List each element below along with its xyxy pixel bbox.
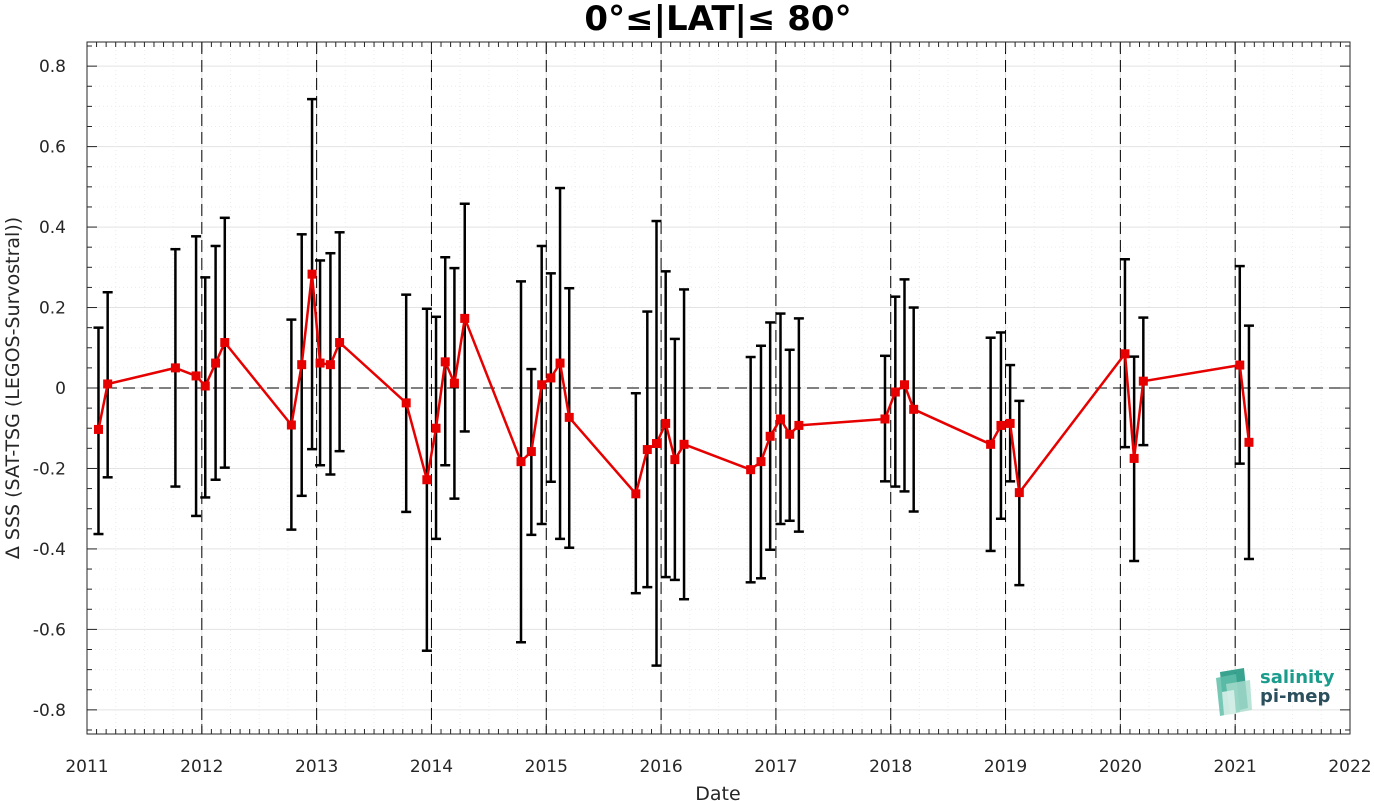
data-point <box>401 398 411 408</box>
data-point <box>211 358 221 368</box>
data-point <box>431 423 441 433</box>
data-point <box>909 404 919 414</box>
y-tick-label: -0.6 <box>33 620 66 640</box>
data-point <box>900 380 910 390</box>
x-tick-label: 2022 <box>1328 757 1371 777</box>
data-point <box>555 358 565 368</box>
data-point <box>526 447 536 457</box>
data-point <box>297 360 307 370</box>
data-point <box>315 358 325 368</box>
data-point <box>546 373 556 383</box>
data-point <box>1005 418 1015 428</box>
data-point <box>103 379 113 389</box>
x-tick-label: 2015 <box>525 757 568 777</box>
data-point <box>1138 376 1148 386</box>
logo-line-1: salinity <box>1260 667 1335 688</box>
y-axis-label: Δ SSS (SAT-TSG (LEGOS-Survostral)) <box>2 217 24 559</box>
data-point <box>200 381 210 391</box>
data-point <box>1014 488 1024 498</box>
data-point <box>516 457 526 467</box>
y-tick-label: 0.6 <box>39 138 66 158</box>
x-tick-label: 2012 <box>180 757 223 777</box>
data-point <box>880 414 890 424</box>
data-point <box>986 439 996 449</box>
data-point <box>564 412 574 422</box>
series-line <box>97 272 1251 496</box>
data-point <box>460 313 470 323</box>
data-point <box>651 439 661 449</box>
salinity-pi-mep-logo: salinity pi-mep <box>1214 668 1344 718</box>
x-axis-label: Date <box>695 783 740 801</box>
x-tick-label: 2011 <box>65 757 108 777</box>
y-tick-label: -0.4 <box>33 540 66 560</box>
error-bars <box>93 97 1254 667</box>
data-point <box>220 338 230 348</box>
data-point <box>890 387 900 397</box>
data-point <box>756 457 766 467</box>
data-point <box>765 431 775 441</box>
data-point <box>422 475 432 485</box>
data-point <box>661 418 671 428</box>
data-point <box>1235 360 1245 370</box>
data-point <box>335 338 345 348</box>
data-point <box>449 378 459 388</box>
data-point <box>642 445 652 455</box>
x-tick-label: 2018 <box>869 757 912 777</box>
data-markers <box>93 269 1254 499</box>
y-tick-label: -0.8 <box>33 701 66 721</box>
y-tick-labels: 0.8 0.6 0.4 0.2 0 -0.2 -0.4 -0.6 -0.8 <box>33 57 66 721</box>
x-tick-label: 2017 <box>754 757 797 777</box>
data-point <box>670 455 680 465</box>
x-tick-label: 2013 <box>295 757 338 777</box>
data-point <box>631 489 641 499</box>
y-tick-label: 0.2 <box>39 299 66 319</box>
y-tick-label: -0.2 <box>33 459 66 479</box>
data-point <box>679 439 689 449</box>
data-point <box>794 420 804 430</box>
series-polyline <box>97 272 1251 496</box>
data-point <box>307 269 317 279</box>
data-point <box>746 465 756 475</box>
x-tick-label: 2019 <box>984 757 1027 777</box>
data-point <box>440 357 450 367</box>
x-tick-label: 2021 <box>1214 757 1257 777</box>
chart-title: 0°≤|LAT|≤ 80° <box>584 0 851 39</box>
data-point <box>1129 453 1139 463</box>
data-point <box>996 420 1006 430</box>
data-point <box>1120 349 1130 359</box>
data-point <box>286 420 296 430</box>
data-point <box>785 429 795 439</box>
data-point <box>325 360 335 370</box>
data-point <box>170 363 180 373</box>
logo-text: salinity pi-mep <box>1260 668 1335 706</box>
logo-line-2: pi-mep <box>1260 686 1331 707</box>
data-point <box>93 424 103 434</box>
axes <box>86 41 1351 735</box>
data-point <box>776 414 786 424</box>
x-tick-labels: 2011 2012 2013 2014 2015 2016 2017 2018 2019 2020… <box>65 757 1371 777</box>
x-tick-label: 2014 <box>410 757 453 777</box>
y-tick-label: 0 <box>55 379 66 399</box>
y-tick-label: 0.8 <box>39 57 66 77</box>
logo-icon <box>1216 668 1252 716</box>
x-tick-label: 2016 <box>639 757 682 777</box>
y-tick-label: 0.4 <box>39 218 66 238</box>
data-point <box>1244 437 1254 447</box>
data-point <box>191 371 201 381</box>
x-tick-label: 2020 <box>1099 757 1142 777</box>
data-point <box>537 380 547 390</box>
